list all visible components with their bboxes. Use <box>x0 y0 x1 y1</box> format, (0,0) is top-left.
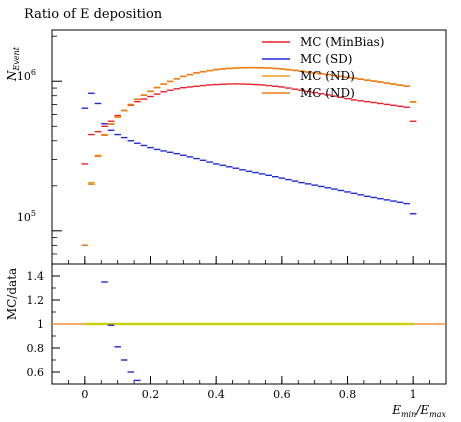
main-panel-frame <box>51 29 447 265</box>
legend-label: MC (SD) <box>300 52 353 66</box>
ratio-y-tick-label: 0.6 <box>27 366 45 379</box>
y-tick-label-1e6: 106 <box>17 68 36 83</box>
ratio-series-group <box>52 281 446 382</box>
legend-label: MC (ND) <box>300 69 355 83</box>
series-nd2 <box>81 67 417 247</box>
ratio-y-tick-label: 0.8 <box>27 342 45 355</box>
ratio-y-tick-label: 1 <box>37 318 44 331</box>
y-tick-label-1e5: 105 <box>17 209 36 224</box>
ratio-y-axis-label: MC/data <box>5 268 19 320</box>
x-axis-label: Emin/Emax <box>391 403 446 419</box>
x-tick-label: 0.2 <box>142 388 160 401</box>
x-tick-label: 0.4 <box>207 388 225 401</box>
main-series-group <box>81 66 417 247</box>
legend: MC (MinBias) MC (SD) MC (ND) MC (ND) <box>262 35 384 100</box>
x-tick-label: 0 <box>81 388 88 401</box>
series-sd <box>81 92 417 215</box>
ratio-y-tick-label: 1.4 <box>27 270 45 283</box>
ratio-y-tick-label: 1.2 <box>27 294 45 307</box>
chart-title: Ratio of E deposition <box>24 7 163 22</box>
axis-ticks: 0 0.2 0.4 0.6 0.8 1 0.6 0.8 1 1.2 1.4 <box>27 35 447 401</box>
x-tick-label: 0.8 <box>339 388 357 401</box>
x-tick-label: 0.6 <box>273 388 291 401</box>
x-tick-label: 1 <box>410 388 417 401</box>
legend-label: MC (ND) <box>300 86 355 100</box>
series-minbias <box>81 83 417 165</box>
series-nd1 <box>81 66 417 247</box>
legend-label: MC (MinBias) <box>300 35 384 49</box>
